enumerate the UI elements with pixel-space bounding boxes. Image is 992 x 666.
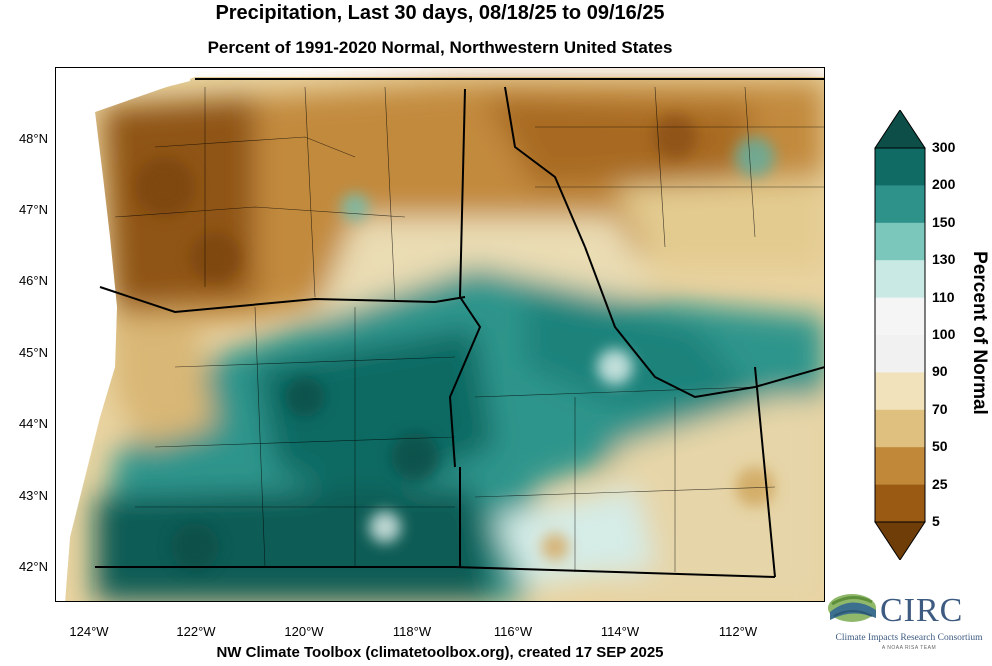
colorbar-segment bbox=[875, 185, 925, 224]
colorbar-segment bbox=[875, 222, 925, 261]
colorbar-segment bbox=[875, 447, 925, 486]
lat-label-47n: 47°N bbox=[18, 202, 48, 217]
lat-label-44n: 44°N bbox=[18, 416, 48, 431]
colorbar bbox=[874, 110, 926, 560]
lat-label-43n: 43°N bbox=[18, 488, 48, 503]
lon-label-112w: 112°W bbox=[718, 624, 758, 639]
colorbar-label: 5 bbox=[932, 513, 940, 529]
colorbar-label: 90 bbox=[932, 363, 948, 380]
colorbar-segment bbox=[875, 148, 925, 186]
colorbar-segment bbox=[875, 260, 925, 299]
lon-label-118w: 118°W bbox=[392, 624, 432, 639]
map-subtitle: Percent of 1991-2020 Normal, Northwester… bbox=[207, 38, 673, 57]
logo-subtitle: Climate Impacts Research Consortium bbox=[835, 633, 983, 643]
colorbar-label: 100 bbox=[932, 326, 956, 342]
colorbar-segment bbox=[875, 484, 925, 523]
credit-text: NW Climate Toolbox (climatetoolbox.org),… bbox=[216, 644, 664, 661]
lon-label-122w: 122°W bbox=[176, 624, 216, 639]
colorbar-label: 25 bbox=[932, 475, 948, 492]
lat-label-48n: 48°N bbox=[18, 131, 48, 146]
colorbar-title: Percent of Normal bbox=[969, 251, 990, 415]
lon-label-114w: 114°W bbox=[600, 624, 640, 639]
colorbar-top-arrow bbox=[874, 110, 926, 149]
colorbar-bottom-arrow bbox=[874, 521, 926, 560]
logo-name: CIRC bbox=[880, 592, 964, 629]
colorbar-label: 300 bbox=[932, 139, 956, 155]
circ-logo bbox=[828, 594, 876, 622]
lat-label-46n: 46°N bbox=[18, 273, 48, 288]
colorbar-label: 110 bbox=[932, 288, 955, 305]
precipitation-map bbox=[55, 67, 825, 602]
colorbar-segment bbox=[875, 409, 925, 448]
colorbar-segment bbox=[875, 372, 925, 411]
colorbar-label: 70 bbox=[932, 400, 948, 417]
colorbar-segment bbox=[875, 335, 925, 373]
colorbar-label: 50 bbox=[932, 438, 948, 455]
lon-label-124w: 124°W bbox=[69, 624, 109, 639]
lon-label-120w: 120°W bbox=[284, 624, 324, 639]
lat-label-42n: 42°N bbox=[18, 559, 48, 574]
map-title: Precipitation, Last 30 days, 08/18/25 to… bbox=[215, 2, 665, 24]
colorbar-label: 200 bbox=[932, 176, 956, 193]
logo-tagline: A NOAA RISA TEAM bbox=[881, 645, 937, 651]
colorbar-segment bbox=[875, 297, 925, 336]
lat-label-45n: 45°N bbox=[18, 345, 48, 360]
colorbar-label: 130 bbox=[932, 251, 956, 268]
lon-label-116w: 116°W bbox=[493, 624, 533, 639]
colorbar-label: 150 bbox=[932, 213, 956, 230]
